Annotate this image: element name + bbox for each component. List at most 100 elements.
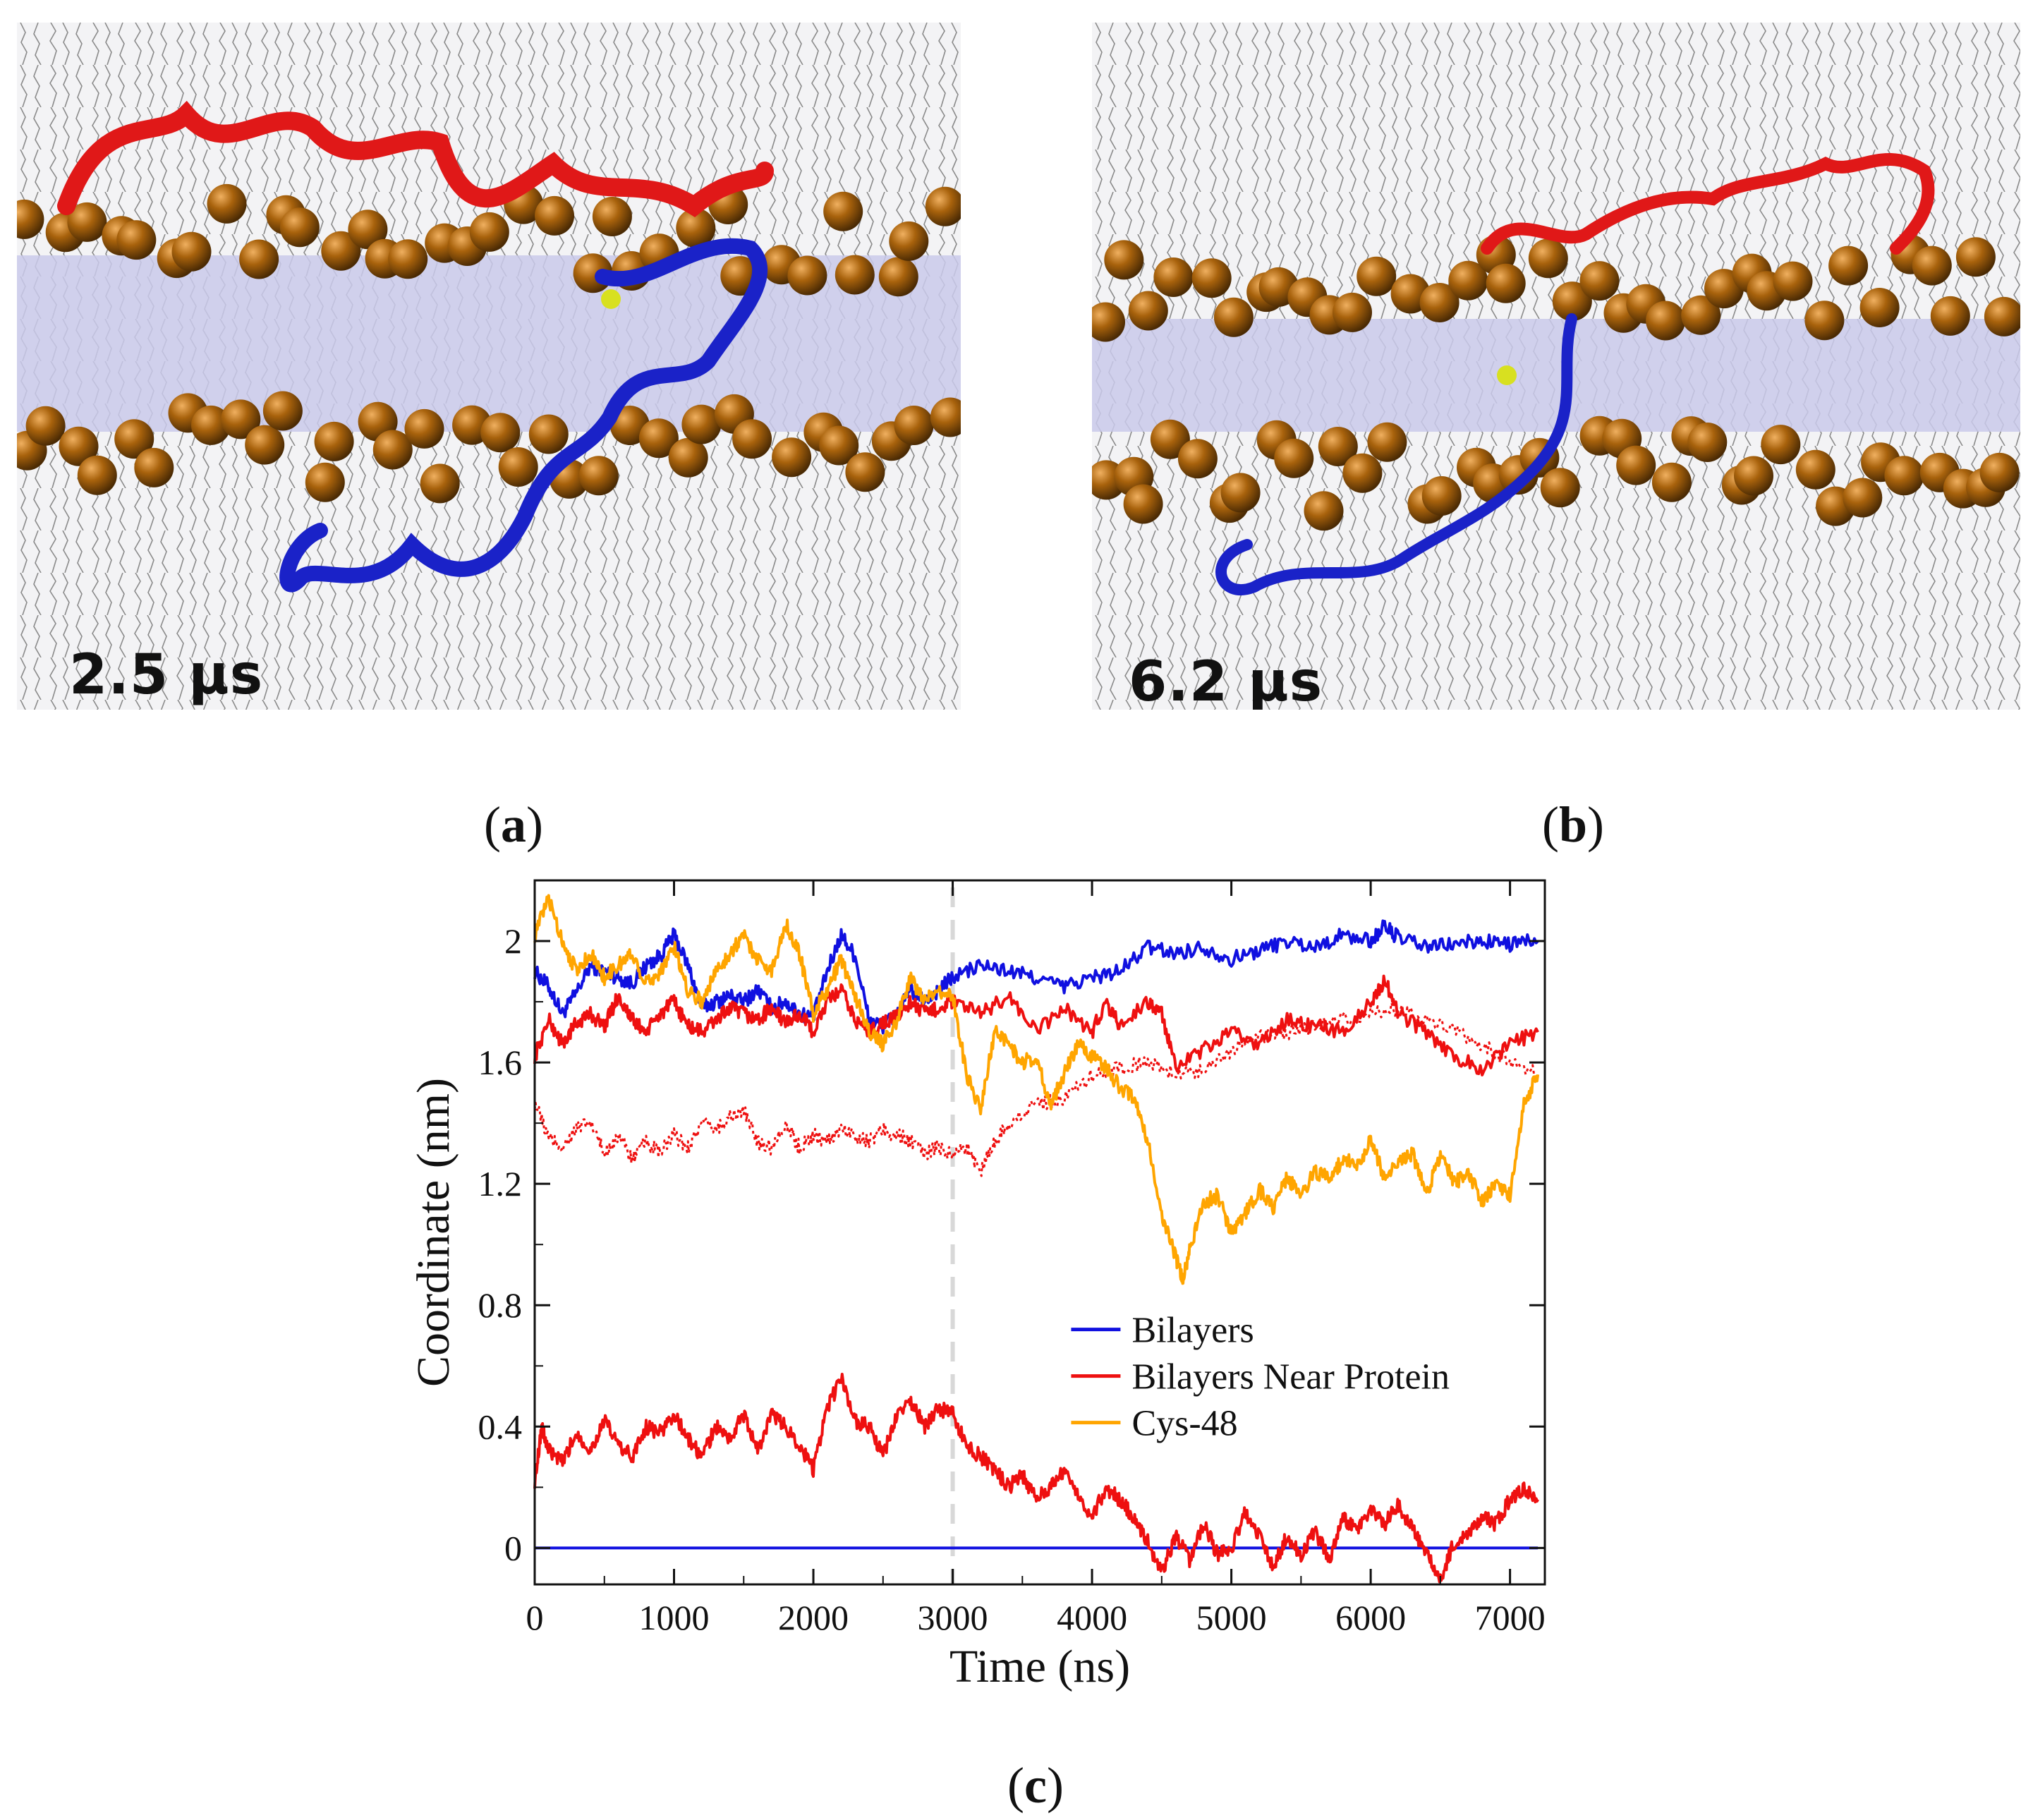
phosphate-bead (348, 210, 388, 250)
phosphate-bead (388, 239, 428, 279)
phosphate-bead (67, 202, 107, 242)
x-tick-label: 5000 (1196, 1598, 1267, 1637)
phosphate-bead (1761, 425, 1801, 465)
phosphate-bead (823, 191, 863, 231)
phosphate-bead (1448, 260, 1488, 301)
phosphate-bead (1828, 245, 1869, 286)
x-tick-label: 1000 (639, 1598, 710, 1637)
phosphate-bead (207, 183, 247, 224)
phosphate-bead (1153, 257, 1194, 297)
phosphate-bead (191, 405, 231, 445)
phosphate-bead (676, 208, 716, 248)
phosphate-bead (535, 195, 574, 236)
phosphate-bead (1804, 301, 1845, 341)
phosphate-bead (372, 430, 413, 470)
md-snapshot-a (17, 23, 961, 710)
phosphate-bead (1651, 462, 1692, 502)
legend: Bilayers Bilayers Near Protein Cys-48 (1071, 1311, 1450, 1444)
phosphate-bead (1220, 473, 1261, 513)
phosphate-bead (1274, 438, 1314, 478)
phosphate-bead (134, 447, 174, 487)
phosphate-bead (1955, 237, 1996, 277)
phosphate-bead (1128, 291, 1168, 331)
x-tick-label: 0 (526, 1598, 544, 1637)
phosphate-bead (171, 231, 212, 272)
phosphate-bead (894, 406, 934, 445)
phosphate-bead (930, 397, 961, 437)
y-tick-label: 1.6 (478, 1043, 523, 1082)
phosphate-bead (25, 406, 66, 446)
phosphate-bead (1528, 238, 1568, 279)
phosphate-bead (787, 255, 827, 296)
phosphate-bead (114, 419, 154, 459)
caption-a: (a) (484, 796, 543, 853)
phosphate-bead (1843, 478, 1883, 518)
protein-blue-helix-b (1215, 313, 1577, 595)
x-tick-label: 2000 (778, 1598, 849, 1637)
phosphate-bead (1734, 456, 1773, 496)
y-tick-label: 0.4 (478, 1407, 523, 1446)
phosphate-bead (592, 197, 632, 236)
snapshot-panel-b: 6.2 μs (1092, 23, 2020, 710)
phosphate-bead (1150, 419, 1190, 459)
phosphate-bead (1333, 292, 1372, 332)
phosphate-bead (819, 425, 859, 466)
phosphate-bead (1540, 468, 1580, 508)
phosphate-bead (772, 437, 812, 478)
y-tick-label: 0.8 (478, 1285, 523, 1325)
x-tick-label: 4000 (1057, 1598, 1127, 1637)
series-line-cys-48 (533, 894, 1540, 1285)
x-tick-label: 3000 (918, 1598, 988, 1637)
phosphate-bead (1579, 261, 1620, 301)
phosphate-bead (1342, 453, 1383, 493)
phosphate-bead (1092, 302, 1125, 342)
phosphate-bead (889, 221, 929, 261)
protein-red-helix-b (1481, 153, 1935, 255)
phosphate-bead (77, 455, 117, 495)
protein-red-helix-a (57, 100, 774, 218)
phosphate-bead (1421, 476, 1462, 516)
y-tick-label: 1.2 (478, 1164, 523, 1203)
phosphate-beads-upper-b (1092, 234, 2020, 342)
phosphate-bead (1859, 288, 1900, 327)
phosphate-bead (1177, 439, 1218, 479)
y-tick-label: 2 (504, 921, 522, 961)
phosphate-beads-lower-b (1092, 415, 2020, 531)
phosphate-bead (1773, 261, 1813, 301)
series-line-bilayers-near-protein-upper (533, 974, 1539, 1076)
phosphate-bead (279, 207, 320, 248)
phosphate-bead (262, 391, 303, 431)
phosphate-bead (1123, 484, 1163, 524)
phosphate-bead (1486, 263, 1526, 303)
y-tick-label: 0 (504, 1528, 522, 1567)
legend-label: Bilayers Near Protein (1131, 1357, 1450, 1397)
phosphate-bead (1930, 296, 1970, 336)
phosphate-bead (59, 426, 99, 466)
phosphate-bead (681, 404, 722, 444)
phosphate-bead (668, 437, 708, 478)
cys48-residue-a (601, 289, 621, 309)
x-tick-label: 7000 (1475, 1598, 1546, 1637)
series-line-bilayers-near-protein-lower (533, 1373, 1539, 1584)
phosphate-bead (1912, 245, 1952, 286)
phosphate-bead (17, 199, 44, 239)
time-label-b: 6.2 μs (1129, 650, 1323, 710)
x-tick-label: 6000 (1335, 1598, 1406, 1637)
phosphate-bead (116, 220, 157, 260)
legend-label: Cys-48 (1131, 1404, 1237, 1444)
membrane-core-b (1092, 319, 2020, 432)
phosphate-bead (845, 452, 885, 492)
phosphate-bead (1646, 301, 1686, 341)
phosphate-bead (732, 419, 772, 459)
phosphate-bead (1616, 445, 1656, 485)
phosphate-bead (1681, 295, 1721, 335)
phosphate-bead (245, 425, 285, 465)
phosphate-bead (1213, 297, 1254, 337)
cys48-residue-b (1497, 365, 1517, 385)
phosphate-bead (321, 231, 361, 271)
phosphate-bead (528, 414, 569, 454)
phosphate-bead (878, 257, 918, 297)
phosphate-bead (1318, 427, 1358, 466)
phosphate-bead (638, 418, 679, 459)
